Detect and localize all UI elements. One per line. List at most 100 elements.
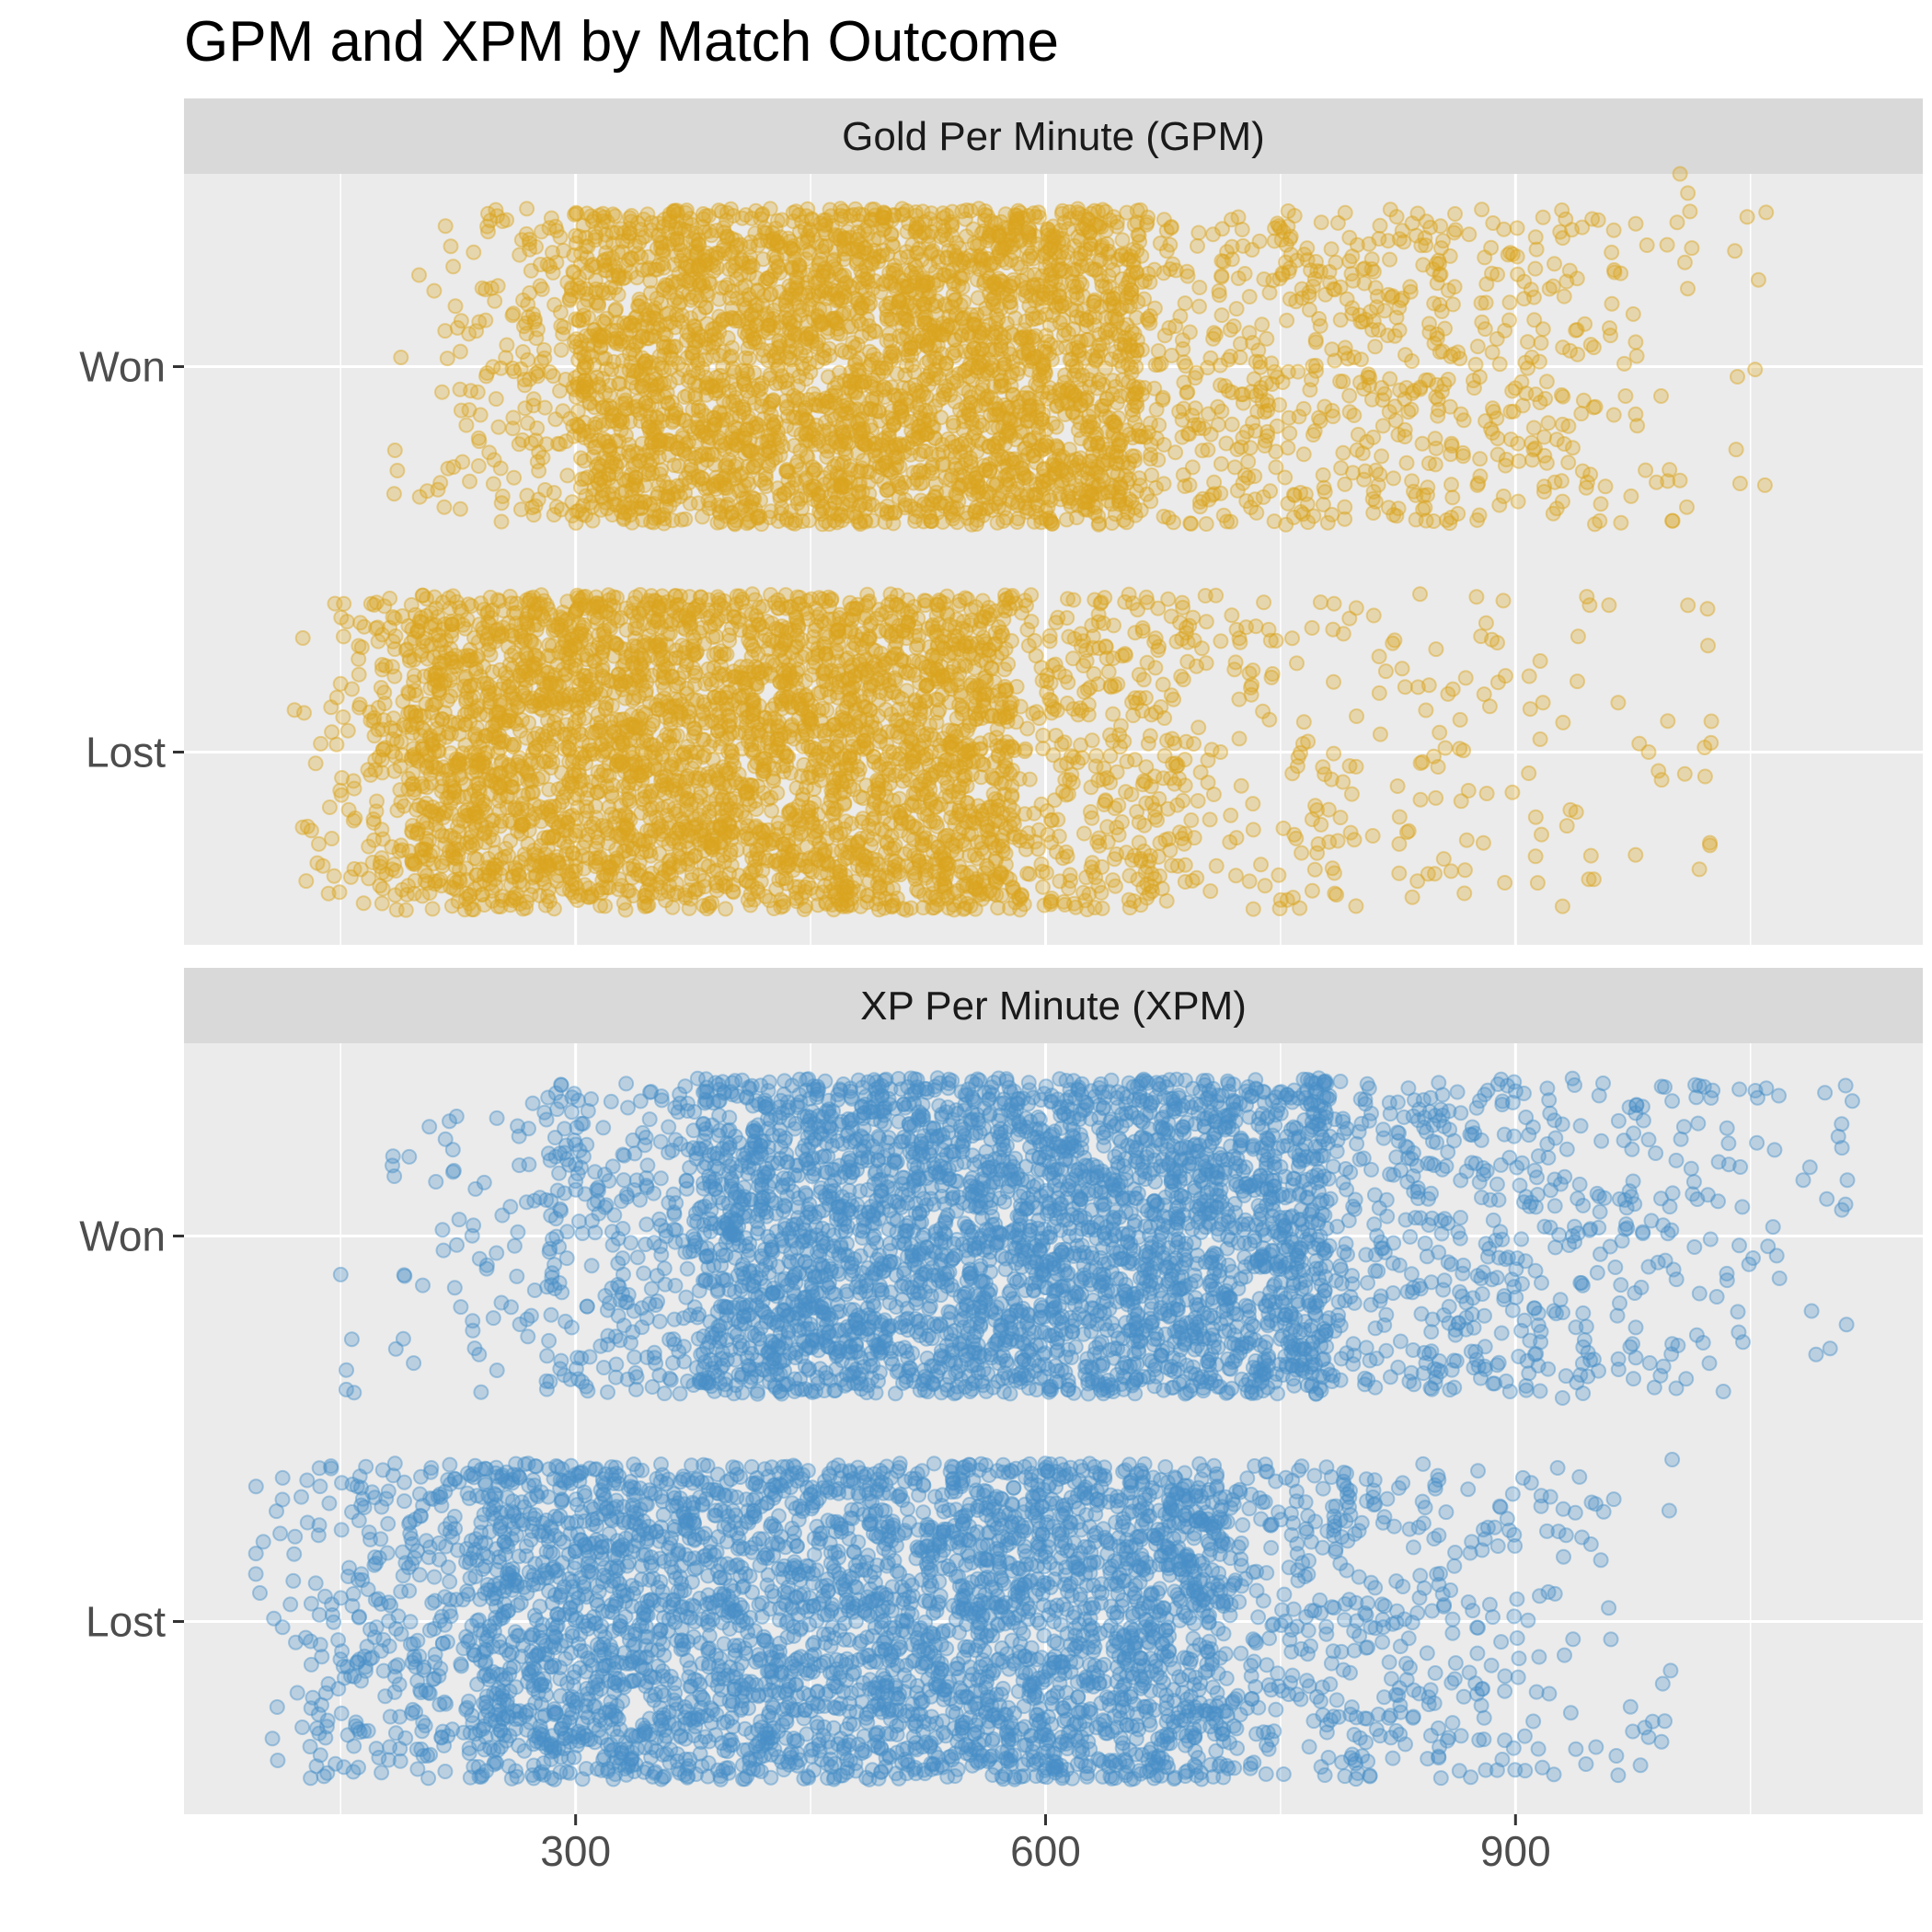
data-point — [893, 398, 909, 415]
data-point — [800, 391, 817, 408]
data-point — [1161, 319, 1178, 336]
data-point — [652, 433, 669, 449]
data-point — [891, 476, 907, 491]
data-point — [672, 294, 688, 311]
data-point — [1231, 730, 1248, 747]
data-point — [1514, 397, 1531, 414]
data-point — [1070, 201, 1086, 217]
data-point — [878, 445, 894, 462]
data-point — [694, 470, 710, 487]
data-point — [716, 470, 731, 487]
data-point — [1453, 406, 1469, 422]
data-point — [860, 474, 877, 490]
data-point — [1280, 363, 1296, 380]
data-point — [977, 206, 994, 223]
data-point — [445, 459, 462, 476]
data-point — [563, 282, 580, 298]
data-point — [1280, 203, 1296, 219]
data-point — [970, 432, 986, 449]
data-point — [868, 324, 884, 339]
data-point — [840, 491, 857, 508]
data-point — [907, 382, 924, 398]
data-point — [569, 417, 585, 432]
data-point — [1121, 471, 1138, 488]
data-point — [714, 437, 730, 454]
data-point — [1382, 201, 1398, 218]
data-point — [436, 499, 453, 515]
data-point — [848, 509, 865, 525]
data-point — [1009, 514, 1026, 530]
data-point — [1005, 454, 1021, 471]
data-point — [1426, 295, 1443, 312]
data-point — [1323, 241, 1340, 258]
data-point — [1432, 296, 1448, 313]
data-point — [1386, 470, 1402, 487]
data-point — [1324, 341, 1340, 358]
panel-background — [184, 174, 1923, 945]
data-point — [1397, 421, 1413, 438]
data-point — [870, 404, 887, 420]
data-point — [1037, 259, 1053, 275]
data-point — [895, 330, 912, 347]
data-point — [930, 446, 947, 463]
data-point — [954, 311, 971, 328]
data-point — [901, 320, 917, 337]
data-point — [705, 339, 721, 355]
data-point — [977, 305, 993, 322]
data-point — [386, 443, 403, 458]
data-point — [849, 291, 866, 307]
data-point — [1312, 594, 1328, 611]
data-point — [761, 440, 777, 456]
data-point — [1329, 214, 1346, 231]
data-point — [1466, 373, 1481, 389]
data-point — [1305, 427, 1321, 443]
data-point — [486, 452, 502, 468]
data-point — [762, 367, 778, 384]
data-point — [670, 236, 686, 253]
data-point — [1414, 435, 1431, 452]
data-point — [1527, 229, 1544, 246]
data-point — [607, 259, 623, 275]
data-point — [683, 292, 699, 308]
data-point — [799, 231, 816, 247]
data-point — [769, 258, 786, 274]
data-point — [1020, 226, 1037, 243]
data-point — [707, 320, 723, 337]
data-point — [618, 473, 635, 489]
data-point — [737, 350, 753, 366]
data-point — [537, 482, 553, 498]
data-point — [645, 303, 661, 319]
data-point — [859, 464, 876, 480]
data-point — [1087, 217, 1104, 234]
data-point — [1341, 404, 1358, 420]
data-point — [742, 259, 759, 275]
data-point — [389, 463, 406, 478]
data-point — [785, 213, 801, 230]
data-point — [642, 285, 659, 301]
data-point — [1187, 400, 1203, 417]
data-point — [1133, 247, 1150, 264]
data-point — [719, 311, 735, 328]
data-point — [666, 292, 683, 308]
data-point — [1223, 348, 1238, 364]
data-point — [776, 485, 792, 501]
data-point — [1268, 459, 1284, 476]
data-point — [588, 294, 604, 311]
data-point — [900, 348, 916, 363]
data-point — [1021, 297, 1038, 314]
data-point — [655, 339, 672, 355]
data-point — [922, 404, 938, 420]
data-point — [638, 353, 654, 370]
data-point — [1349, 236, 1365, 253]
data-point — [458, 417, 475, 433]
data-point — [1295, 400, 1312, 417]
data-point — [545, 264, 561, 281]
data-point — [1535, 209, 1551, 225]
data-point — [687, 334, 704, 350]
data-point — [1190, 719, 1207, 736]
data-point — [999, 286, 1016, 303]
data-point — [1285, 509, 1302, 525]
data-point — [991, 228, 1007, 245]
chart-title: GPM and XPM by Match Outcome — [184, 10, 1059, 74]
data-point — [806, 270, 822, 285]
